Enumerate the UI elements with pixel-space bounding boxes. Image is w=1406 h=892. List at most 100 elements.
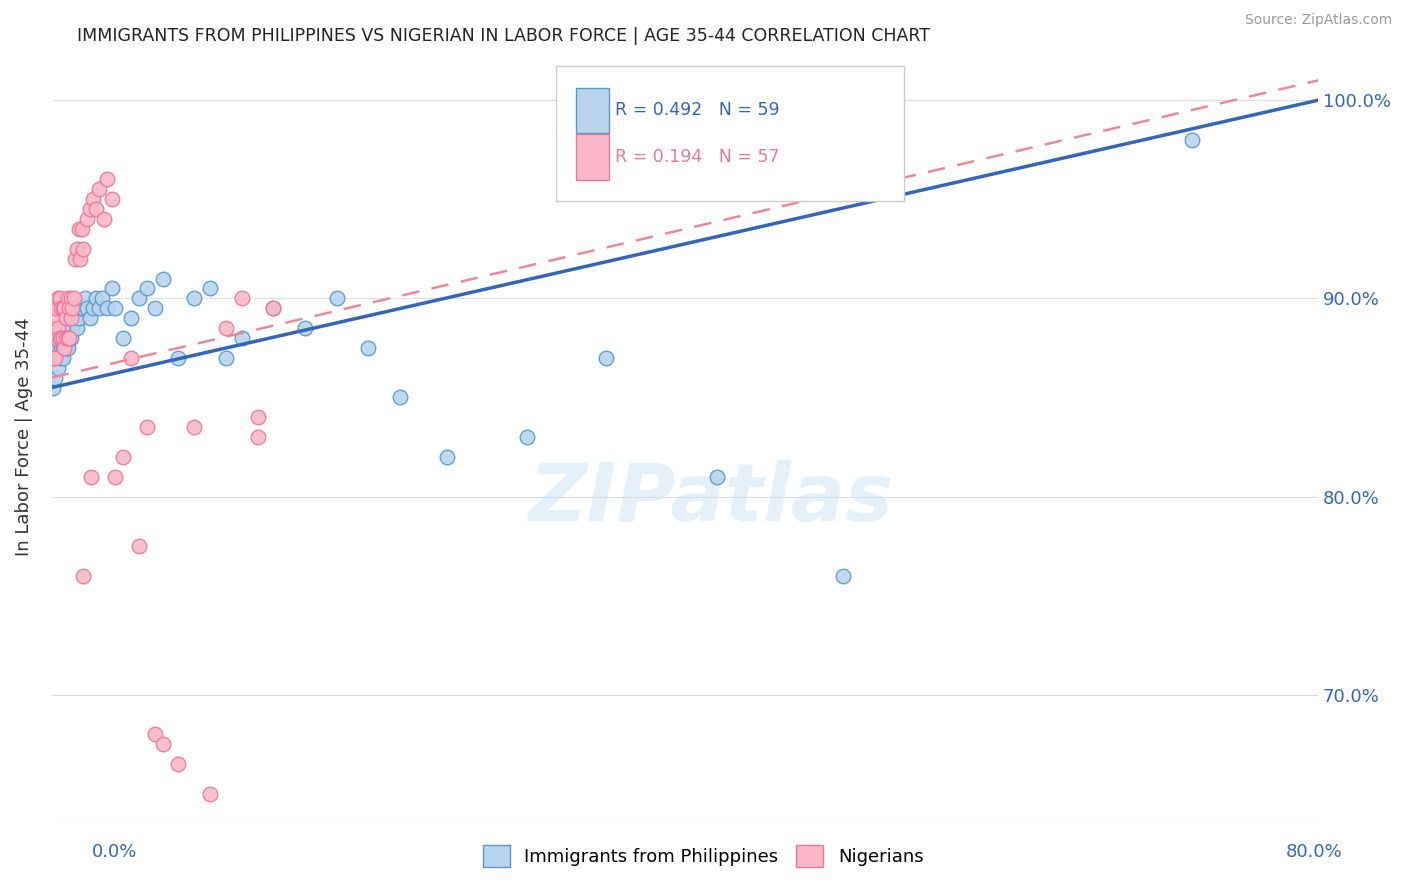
Point xyxy=(101,192,124,206)
Point xyxy=(84,202,107,217)
Text: R = 0.492   N = 59: R = 0.492 N = 59 xyxy=(616,101,780,120)
Point xyxy=(516,430,538,444)
Point xyxy=(60,321,83,335)
Point xyxy=(167,351,190,365)
Point xyxy=(167,757,190,772)
Point xyxy=(72,569,94,583)
Point xyxy=(128,539,150,553)
Point xyxy=(51,321,73,335)
Point xyxy=(128,291,150,305)
Point xyxy=(42,321,65,335)
Point xyxy=(72,242,94,256)
Point xyxy=(79,311,101,326)
Point xyxy=(198,281,221,295)
Point xyxy=(357,341,380,355)
Point xyxy=(66,242,89,256)
Point xyxy=(96,172,118,186)
Point xyxy=(59,311,82,326)
Point xyxy=(52,331,75,345)
Point xyxy=(53,301,76,316)
Point xyxy=(89,182,111,196)
Point xyxy=(143,301,166,316)
Point xyxy=(436,450,458,464)
Point xyxy=(294,321,316,335)
Point xyxy=(56,321,79,335)
Point xyxy=(120,311,142,326)
Point xyxy=(152,737,174,751)
Point xyxy=(96,301,118,316)
Point xyxy=(246,430,269,444)
Point xyxy=(215,351,238,365)
Text: 80.0%: 80.0% xyxy=(1286,843,1343,861)
Point xyxy=(48,351,70,365)
Point xyxy=(104,301,127,316)
Point xyxy=(44,351,66,365)
Point xyxy=(143,727,166,741)
Point xyxy=(44,370,66,384)
Point xyxy=(45,331,67,345)
FancyBboxPatch shape xyxy=(576,87,609,134)
Point xyxy=(52,301,75,316)
Text: IMMIGRANTS FROM PHILIPPINES VS NIGERIAN IN LABOR FORCE | AGE 35-44 CORRELATION C: IMMIGRANTS FROM PHILIPPINES VS NIGERIAN … xyxy=(77,27,931,45)
Point xyxy=(55,341,77,355)
FancyBboxPatch shape xyxy=(576,134,609,179)
Point xyxy=(59,291,82,305)
Point xyxy=(51,301,73,316)
Text: ZIPatlas: ZIPatlas xyxy=(527,460,893,538)
Point xyxy=(111,331,134,345)
Point xyxy=(231,291,253,305)
Point xyxy=(55,331,77,345)
Point xyxy=(45,351,67,365)
Point xyxy=(135,281,157,295)
Point xyxy=(69,252,91,266)
Point xyxy=(65,301,87,316)
Point xyxy=(53,331,76,345)
Point xyxy=(91,291,114,305)
Point xyxy=(706,469,728,483)
Point xyxy=(48,331,70,345)
Point xyxy=(183,420,205,434)
Point xyxy=(69,301,91,316)
Point xyxy=(82,301,104,316)
Point xyxy=(76,301,98,316)
Point xyxy=(67,222,90,236)
Point xyxy=(52,351,75,365)
Point xyxy=(66,321,89,335)
Point xyxy=(55,311,77,326)
Legend: Immigrants from Philippines, Nigerians: Immigrants from Philippines, Nigerians xyxy=(475,838,931,874)
Point xyxy=(67,311,90,326)
Point xyxy=(89,301,111,316)
Point xyxy=(325,291,347,305)
Point xyxy=(262,301,284,316)
Point xyxy=(48,291,70,305)
Point xyxy=(198,787,221,801)
Point xyxy=(56,291,79,305)
Point xyxy=(262,301,284,316)
Point xyxy=(52,341,75,355)
Point xyxy=(76,212,98,227)
Point xyxy=(93,212,115,227)
Point xyxy=(60,301,83,316)
Point xyxy=(42,351,65,365)
Point xyxy=(46,291,69,305)
Point xyxy=(53,341,76,355)
Point xyxy=(135,420,157,434)
Point xyxy=(79,202,101,217)
Point xyxy=(73,291,96,305)
Point xyxy=(51,341,73,355)
Point xyxy=(58,331,80,345)
Point xyxy=(388,391,411,405)
Point xyxy=(183,291,205,305)
Point xyxy=(82,192,104,206)
Point xyxy=(46,360,69,375)
Point xyxy=(45,341,67,355)
Point xyxy=(44,311,66,326)
Point xyxy=(51,331,73,345)
Point xyxy=(53,321,76,335)
Point xyxy=(101,281,124,295)
Point xyxy=(65,252,87,266)
Point xyxy=(42,380,65,394)
Point xyxy=(58,311,80,326)
Point xyxy=(63,291,86,305)
Point xyxy=(56,331,79,345)
